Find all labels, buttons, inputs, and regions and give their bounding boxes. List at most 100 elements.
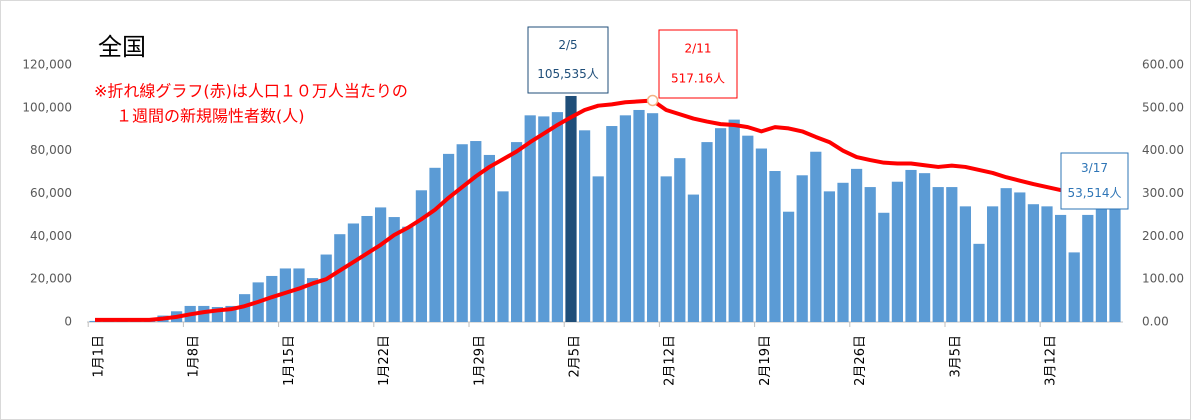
bar [511,142,523,322]
bar [1041,206,1053,322]
x-tick-label: 1月8日 [187,335,202,378]
callout-date: 3/17 [1081,161,1108,175]
y-tick-label: 20,000 [30,272,72,286]
x-tick-label: 2月12日 [663,335,678,386]
bar [347,223,359,322]
y-tick-label: 60,000 [30,186,72,200]
x-tick-label: 2月5日 [568,335,583,378]
bar [932,187,944,322]
callout-box [658,29,738,99]
y2-tick-label: 200.00 [1142,229,1184,243]
bar [443,153,455,322]
chart-title: 全国 [98,33,146,61]
callout-box [1060,152,1129,210]
bar [647,113,659,322]
bar [796,175,808,322]
y-tick-label: 120,000 [22,58,72,72]
bar [810,151,822,322]
bar [946,187,958,322]
bar [524,115,536,323]
y-tick-label: 100,000 [22,100,72,114]
bar [1055,214,1067,322]
bar [769,171,781,322]
bar [783,211,795,322]
note: １週間の新規陽性者数(人) [116,107,305,126]
bar [823,191,835,322]
bar [293,268,305,322]
bar [837,182,849,322]
bar [334,234,346,322]
bar [415,190,427,322]
bar [565,95,577,322]
bar [361,215,373,322]
x-tick-label: 2月19日 [758,335,773,386]
y2-tick-label: 0.00 [1142,315,1169,329]
bar [660,176,672,322]
bar [742,135,754,322]
bar [307,278,319,322]
callout-value: 53,514人 [1068,186,1122,200]
bar [225,305,237,322]
bar [483,154,495,322]
x-tick-label: 1月29日 [472,335,487,386]
callout-box [527,26,609,94]
peak-marker [646,94,659,107]
bar [973,243,985,322]
bar [891,181,903,322]
bar [538,116,550,323]
bar [715,128,727,322]
callout-value: 105,535人 [537,67,599,81]
bar [1014,192,1026,322]
bar [551,112,563,322]
bar [1082,214,1094,322]
x-tick-label: 3月12日 [1044,335,1059,386]
bar [633,109,645,322]
bar [470,141,482,322]
bar [959,206,971,322]
bar [279,268,291,322]
bar [1000,188,1012,322]
bar [456,144,468,322]
bar [728,119,740,322]
bar [1109,207,1121,322]
bar [1095,202,1107,322]
y2-tick-label: 600.00 [1142,58,1184,72]
bar [592,176,604,322]
bar [497,191,509,322]
bar [375,207,387,322]
bar [402,226,414,322]
bar [1027,204,1039,322]
callout-date: 2/11 [685,42,712,56]
bar [211,307,223,322]
y-tick-label: 40,000 [30,229,72,243]
bar [987,206,999,322]
callout-value: 517.16人 [671,71,725,85]
line [95,98,1116,322]
bar [388,217,400,322]
bar [864,187,876,322]
callout-date: 2/5 [558,38,577,52]
bar [674,158,686,322]
y2-tick-label: 100.00 [1142,272,1184,286]
bar [905,169,917,322]
x-tick-label: 2月26日 [853,335,868,386]
bar [755,148,767,322]
bar [687,194,699,322]
note: ※折れ線グラフ(赤)は人口１０万人当たりの [94,82,408,101]
bar [429,167,441,322]
x-tick-label: 1月22日 [377,335,392,386]
bar [1068,252,1080,322]
bar [606,126,618,322]
bar [701,142,713,322]
bar [579,130,591,322]
bar [851,168,863,322]
y2-tick-label: 500.00 [1142,100,1184,114]
y2-tick-label: 300.00 [1142,186,1184,200]
bar [619,115,631,323]
x-tick-label: 3月5日 [948,335,963,378]
y-tick-label: 80,000 [30,143,72,157]
bar [878,212,890,322]
bar [919,173,931,322]
bar [320,254,332,322]
